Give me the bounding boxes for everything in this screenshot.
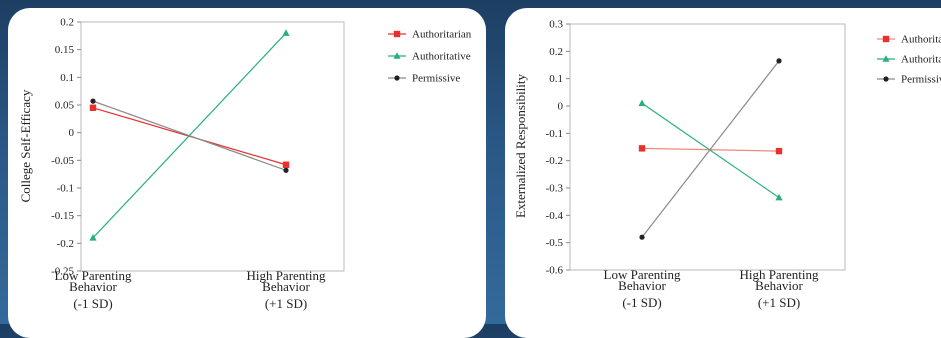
legend-label-authoritative: Authoritative bbox=[412, 51, 471, 63]
series-permissive bbox=[90, 98, 289, 173]
legend-label-permissive: Permissive bbox=[412, 73, 460, 85]
y-axis-label: College Self-Efficacy bbox=[18, 89, 33, 202]
data-point-permissive bbox=[90, 98, 96, 104]
data-point-authoritarian bbox=[775, 147, 783, 155]
series-line-permissive bbox=[92, 100, 287, 171]
y-tick-label: -0.05 bbox=[51, 155, 74, 167]
y-tick-label: -0.5 bbox=[546, 237, 564, 249]
data-point-authoritative bbox=[775, 193, 783, 201]
y-tick-label: 0.15 bbox=[55, 44, 75, 56]
right-chart-panel: 0.3 0.2 0.1 0 -0.1 -0.2 -0.3 -0.4 -0.5 -0.6 Extern… bbox=[505, 8, 941, 338]
category-label-low: Low Parenting Behavior (-1 SD) bbox=[55, 268, 132, 311]
left-chart-panel: 0.2 0.15 0.1 0.05 0 -0.05 -0.1 -0.15 -0.2 -0.25 Co… bbox=[8, 8, 486, 338]
category-label-line: (-1 SD) bbox=[622, 295, 661, 310]
y-tick-label: -0.2 bbox=[546, 155, 563, 167]
y-axis-label: Externalized Responsibility bbox=[513, 73, 528, 218]
data-point-permissive bbox=[639, 234, 645, 240]
y-tick-label: -0.1 bbox=[546, 128, 563, 140]
legend-label-authoritarian: Authoritarian bbox=[412, 29, 472, 41]
series-authoritative bbox=[89, 29, 290, 241]
data-point-authoritarian bbox=[638, 145, 646, 152]
college-self-efficacy-chart: 0.2 0.15 0.1 0.05 0 -0.05 -0.1 -0.15 -0.2 -0.25 Co… bbox=[18, 17, 472, 312]
category-label-line: High Parenting bbox=[246, 268, 326, 283]
series-authoritative bbox=[638, 99, 783, 201]
plot-frame bbox=[80, 21, 345, 272]
y-tick-label: 0.2 bbox=[60, 17, 74, 29]
legend-marker-authoritative bbox=[882, 55, 890, 62]
series-line-permissive bbox=[641, 60, 780, 238]
y-tick-label: 0.2 bbox=[549, 46, 563, 58]
y-tick-label: -0.3 bbox=[546, 183, 564, 195]
legend-marker-permissive bbox=[883, 76, 889, 82]
y-tick-label: 0 bbox=[558, 101, 564, 113]
category-label-line: Behavior bbox=[262, 279, 310, 294]
y-tick-label: -0.2 bbox=[57, 238, 74, 250]
category-label-line: (+1 SD) bbox=[265, 296, 307, 311]
y-tick-label: -0.6 bbox=[546, 265, 564, 277]
y-tick-label: -0.15 bbox=[51, 210, 74, 222]
legend-label-authoritarian: Authoritarian bbox=[901, 34, 941, 46]
data-point-authoritative bbox=[638, 99, 646, 107]
y-tick-label: 0.1 bbox=[60, 72, 74, 84]
category-label-line: Low Parenting bbox=[55, 268, 132, 283]
data-point-permissive bbox=[283, 167, 289, 173]
legend-marker-permissive bbox=[394, 75, 400, 81]
plot-frame bbox=[569, 23, 846, 271]
data-point-authoritative bbox=[89, 234, 97, 241]
y-tick-label: -0.4 bbox=[546, 210, 564, 222]
data-point-permissive bbox=[776, 58, 782, 64]
series-permissive bbox=[639, 58, 782, 240]
category-label-line: (+1 SD) bbox=[758, 295, 800, 310]
category-label-line: Behavior bbox=[69, 279, 117, 294]
legend-marker-authoritarian bbox=[393, 30, 401, 38]
externalized-responsibility-chart: 0.3 0.2 0.1 0 -0.1 -0.2 -0.3 -0.4 -0.5 -0.6 Extern… bbox=[513, 19, 941, 311]
y-tick-label: 0.1 bbox=[549, 73, 563, 85]
legend-label-permissive: Permissive bbox=[901, 74, 941, 86]
series-line-authoritative bbox=[641, 102, 780, 199]
y-tick-label: 0.05 bbox=[55, 100, 75, 112]
legend-marker-authoritarian bbox=[882, 35, 890, 43]
data-point-authoritative bbox=[282, 29, 290, 36]
legend-label-authoritative: Authoritative bbox=[901, 54, 941, 66]
category-label-line: (-1 SD) bbox=[73, 296, 112, 311]
category-label-high: High Parenting Behavior (+1 SD) bbox=[246, 268, 326, 311]
category-label-line: High Parenting bbox=[739, 267, 819, 282]
y-tick-label: 0.3 bbox=[549, 19, 563, 31]
category-label-line: Behavior bbox=[618, 278, 666, 293]
legend: Authoritarian Authoritative Permissive bbox=[877, 34, 941, 86]
legend-marker-authoritative bbox=[393, 52, 401, 59]
category-label-low: Low Parenting Behavior (-1 SD) bbox=[604, 267, 681, 310]
data-point-authoritarian bbox=[282, 161, 290, 168]
data-point-authoritarian bbox=[89, 104, 97, 111]
category-label-line: Low Parenting bbox=[604, 267, 681, 282]
y-tick-label: -0.1 bbox=[57, 183, 74, 195]
category-label-line: Behavior bbox=[755, 278, 803, 293]
y-tick-label: -0.25 bbox=[51, 266, 74, 278]
y-tick-label: 0 bbox=[69, 127, 75, 139]
category-label-high: High Parenting Behavior (+1 SD) bbox=[739, 267, 819, 310]
legend: Authoritarian Authoritative Permissive bbox=[388, 29, 472, 85]
